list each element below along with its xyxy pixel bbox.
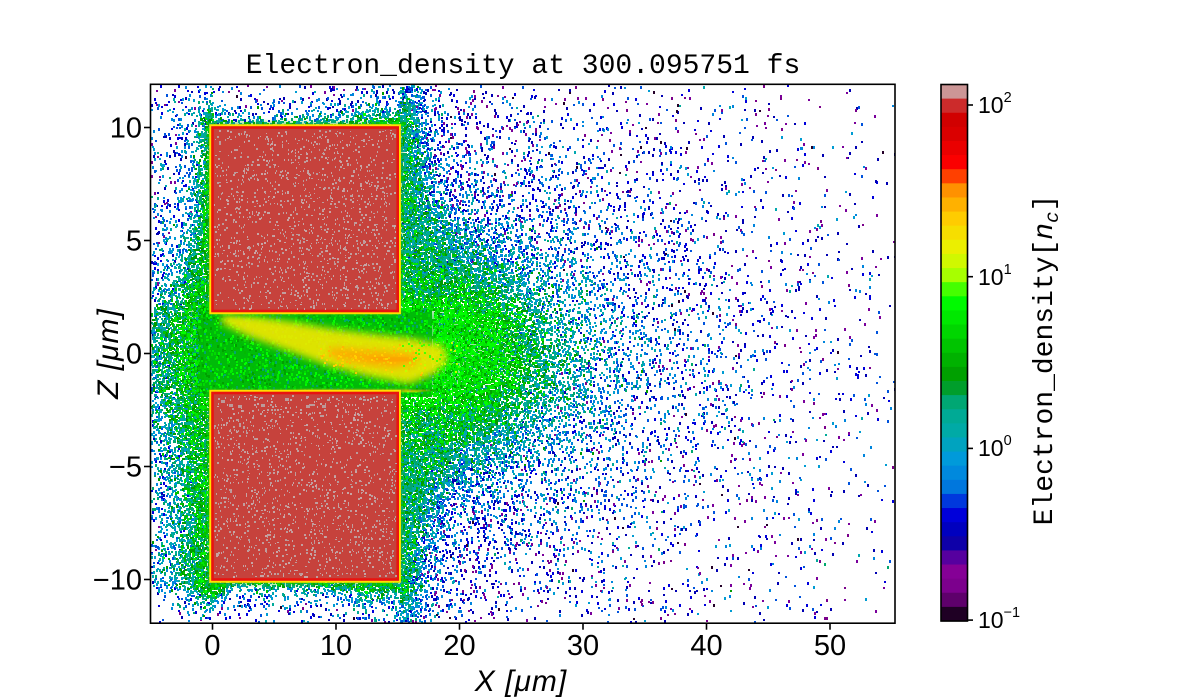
svg-text:30: 30 — [567, 630, 599, 662]
svg-text:X [μm]: X [μm] — [474, 665, 567, 698]
svg-text:−5: −5 — [109, 452, 142, 484]
svg-text:−10: −10 — [93, 565, 142, 597]
svg-text:40: 40 — [690, 630, 722, 662]
svg-text:10: 10 — [110, 113, 142, 145]
svg-text:Electron_density[nc]: Electron_density[nc] — [1030, 195, 1064, 526]
svg-text:10: 10 — [320, 630, 352, 662]
svg-text:20: 20 — [443, 630, 475, 662]
svg-text:Electron_density at 300.095751: Electron_density at 300.095751 fs — [246, 51, 801, 82]
svg-text:5: 5 — [126, 226, 142, 258]
svg-text:50: 50 — [814, 630, 846, 662]
svg-text:0: 0 — [204, 630, 220, 662]
svg-text:Z [μm]: Z [μm] — [92, 308, 125, 400]
svg-text:0: 0 — [126, 339, 142, 371]
